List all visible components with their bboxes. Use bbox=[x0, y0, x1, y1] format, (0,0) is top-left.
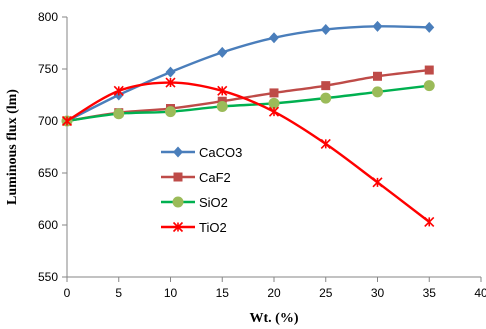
legend-marker-caco3 bbox=[173, 146, 183, 158]
legend-item-caf2: CaF2 bbox=[161, 170, 231, 185]
axes bbox=[66, 17, 481, 278]
data-point-sio2 bbox=[216, 100, 228, 112]
data-point-tio2 bbox=[113, 85, 124, 96]
data-point-caf2 bbox=[321, 81, 331, 91]
x-tick-label: 0 bbox=[64, 286, 71, 300]
legend-marker-tio2 bbox=[172, 221, 184, 233]
legend-label-sio2: SiO2 bbox=[199, 195, 228, 210]
x-tick-label: 5 bbox=[115, 286, 122, 300]
series-tio2 bbox=[61, 77, 435, 227]
data-point-tio2 bbox=[268, 106, 280, 117]
x-axis-title: Wt. (%) bbox=[250, 311, 299, 326]
y-tick-label: 700 bbox=[38, 114, 58, 128]
data-point-sio2 bbox=[113, 108, 125, 120]
legend-item-tio2: TiO2 bbox=[161, 220, 227, 235]
y-tick-label: 600 bbox=[38, 218, 58, 232]
data-point-caf2 bbox=[269, 88, 279, 98]
data-point-caco3 bbox=[424, 21, 435, 33]
data-point-sio2 bbox=[423, 80, 435, 92]
legend: CaCO3 CaF2 SiO2 TiO2 bbox=[161, 145, 242, 235]
y-axis-title: Luminous flux (lm) bbox=[5, 89, 20, 205]
y-tick-label: 650 bbox=[38, 166, 58, 180]
data-point-tio2 bbox=[61, 115, 73, 127]
data-point-caco3 bbox=[165, 66, 176, 78]
x-tick-label: 30 bbox=[371, 286, 385, 300]
data-point-tio2 bbox=[165, 77, 176, 88]
series-line-tio2 bbox=[66, 81, 430, 223]
data-point-caco3 bbox=[320, 23, 331, 35]
legend-item-caco3: CaCO3 bbox=[161, 145, 242, 160]
data-point-tio2 bbox=[320, 138, 331, 149]
data-point-tio2 bbox=[424, 216, 435, 227]
y-tick-label: 800 bbox=[38, 10, 58, 24]
data-point-caf2 bbox=[373, 71, 382, 81]
data-point-caco3 bbox=[372, 20, 383, 32]
series-group bbox=[61, 20, 435, 227]
legend-label-caf2: CaF2 bbox=[199, 170, 231, 185]
data-point-caf2 bbox=[424, 65, 434, 75]
x-tick-label: 35 bbox=[423, 286, 437, 300]
series-caco3 bbox=[62, 20, 435, 127]
x-tick-label: 25 bbox=[319, 286, 333, 300]
data-point-sio2 bbox=[320, 92, 332, 104]
ticks: 550 600 650 700 750 800 0 5 10 15 20 25 30 35 40 bbox=[38, 10, 486, 300]
y-tick-label: 750 bbox=[38, 62, 58, 76]
x-tick-label: 15 bbox=[216, 286, 230, 300]
legend-item-sio2: SiO2 bbox=[161, 195, 228, 210]
legend-marker-caf2 bbox=[173, 172, 183, 182]
legend-label-tio2: TiO2 bbox=[199, 220, 227, 235]
x-tick-label: 10 bbox=[164, 286, 178, 300]
x-tick-label: 40 bbox=[474, 286, 486, 300]
data-point-caco3 bbox=[217, 46, 228, 58]
legend-label-caco3: CaCO3 bbox=[199, 145, 242, 160]
legend-marker-sio2 bbox=[172, 196, 184, 208]
y-tick-label: 550 bbox=[38, 270, 58, 284]
data-point-tio2 bbox=[217, 85, 228, 96]
series-sio2 bbox=[61, 80, 435, 127]
data-point-sio2 bbox=[372, 86, 383, 98]
x-tick-label: 20 bbox=[267, 286, 281, 300]
data-point-sio2 bbox=[268, 97, 280, 109]
data-point-sio2 bbox=[165, 106, 176, 118]
data-point-tio2 bbox=[372, 177, 383, 188]
data-point-caco3 bbox=[269, 32, 279, 44]
